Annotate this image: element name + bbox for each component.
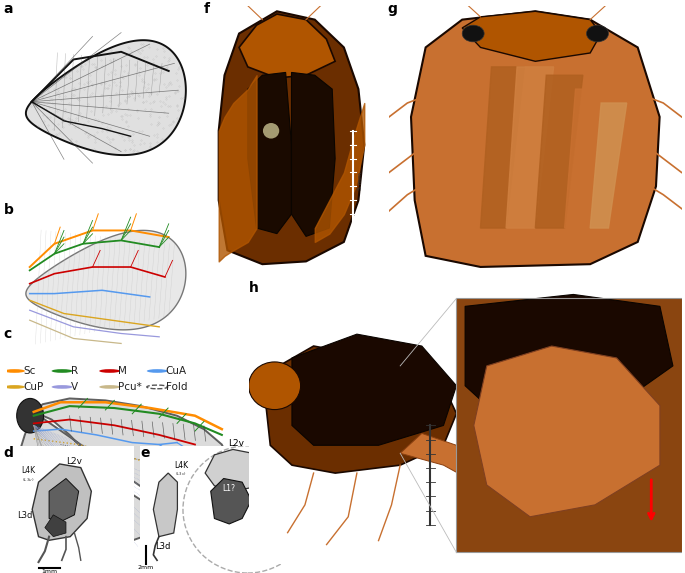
Text: c: c — [3, 327, 12, 340]
Text: Fold: Fold — [166, 382, 188, 392]
Polygon shape — [480, 67, 524, 228]
Text: L4K: L4K — [22, 466, 36, 475]
Text: M: M — [119, 366, 127, 376]
Text: R: R — [71, 366, 78, 376]
Polygon shape — [285, 495, 305, 515]
Polygon shape — [411, 11, 660, 267]
Circle shape — [462, 25, 484, 42]
Text: R1?: R1? — [301, 520, 316, 529]
Text: 5 mm: 5 mm — [194, 545, 214, 551]
Polygon shape — [205, 449, 270, 491]
Text: a: a — [3, 2, 13, 15]
Polygon shape — [462, 11, 601, 61]
Text: d: d — [3, 446, 13, 460]
Text: Pcu*: Pcu* — [119, 382, 142, 392]
Text: 2mm: 2mm — [138, 566, 154, 570]
Polygon shape — [239, 14, 335, 78]
Text: 5 mm: 5 mm — [358, 172, 364, 190]
Polygon shape — [590, 103, 627, 228]
Text: R2?: R2? — [307, 492, 321, 500]
Text: V: V — [71, 382, 78, 392]
Polygon shape — [455, 75, 499, 228]
Polygon shape — [32, 464, 91, 540]
Text: $_{(L3v)}$: $_{(L3v)}$ — [22, 476, 34, 482]
Text: h: h — [249, 281, 258, 295]
Polygon shape — [26, 230, 186, 330]
Text: g: g — [387, 2, 397, 15]
Text: R3?: R3? — [301, 461, 316, 470]
Text: Sc: Sc — [23, 366, 36, 376]
Polygon shape — [12, 398, 231, 546]
Polygon shape — [465, 295, 673, 414]
Polygon shape — [291, 72, 335, 237]
Circle shape — [4, 385, 25, 388]
Text: CuP: CuP — [23, 382, 43, 392]
Circle shape — [263, 123, 279, 139]
Circle shape — [99, 369, 120, 373]
Text: f: f — [204, 2, 210, 15]
Polygon shape — [456, 299, 682, 552]
Circle shape — [51, 385, 73, 388]
Polygon shape — [248, 72, 291, 234]
Polygon shape — [279, 524, 299, 544]
Text: L2v: L2v — [66, 457, 82, 466]
Text: CuA: CuA — [166, 366, 187, 376]
Polygon shape — [49, 478, 79, 522]
Polygon shape — [45, 515, 66, 537]
Text: L4K: L4K — [174, 461, 188, 470]
Circle shape — [99, 385, 120, 388]
Circle shape — [586, 25, 608, 42]
Text: L2v: L2v — [229, 439, 245, 448]
Polygon shape — [506, 67, 553, 228]
Text: $_{(L3v)}$: $_{(L3v)}$ — [175, 470, 187, 477]
Polygon shape — [26, 40, 186, 155]
Circle shape — [4, 369, 25, 373]
Polygon shape — [400, 433, 465, 477]
Polygon shape — [211, 478, 251, 524]
Circle shape — [147, 369, 168, 373]
Polygon shape — [279, 464, 299, 484]
Text: 1mm: 1mm — [41, 568, 57, 573]
Text: b: b — [3, 203, 13, 217]
Text: L3d: L3d — [155, 543, 171, 551]
Circle shape — [249, 362, 301, 410]
Polygon shape — [219, 11, 364, 264]
Circle shape — [51, 369, 73, 373]
Ellipse shape — [16, 398, 44, 433]
Polygon shape — [292, 334, 456, 445]
Text: L1?: L1? — [223, 484, 236, 493]
Polygon shape — [153, 473, 177, 537]
Polygon shape — [564, 89, 608, 228]
Polygon shape — [536, 75, 583, 228]
Text: L3d: L3d — [17, 512, 33, 520]
Text: e: e — [140, 446, 150, 460]
Polygon shape — [266, 346, 456, 473]
Polygon shape — [474, 346, 660, 517]
